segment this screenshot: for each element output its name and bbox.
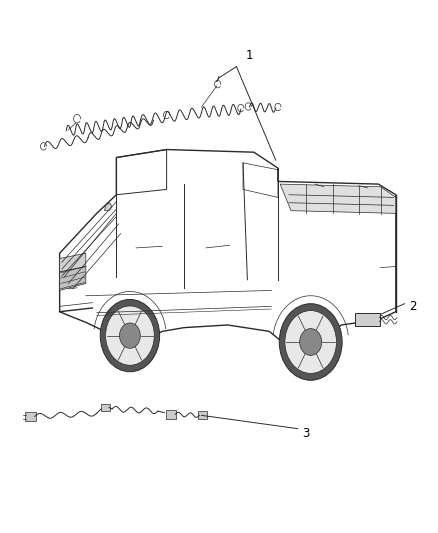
- Text: 3: 3: [302, 427, 309, 440]
- Text: 2: 2: [409, 300, 417, 313]
- Circle shape: [285, 311, 336, 374]
- Polygon shape: [60, 266, 86, 290]
- Circle shape: [100, 300, 159, 372]
- FancyBboxPatch shape: [101, 403, 110, 411]
- Polygon shape: [280, 184, 396, 213]
- FancyBboxPatch shape: [166, 410, 176, 419]
- Circle shape: [300, 328, 321, 356]
- FancyBboxPatch shape: [25, 412, 35, 421]
- Polygon shape: [105, 203, 112, 211]
- Polygon shape: [60, 253, 86, 272]
- Circle shape: [279, 304, 342, 380]
- Text: 1: 1: [245, 49, 253, 62]
- Circle shape: [120, 323, 140, 348]
- Circle shape: [106, 306, 154, 365]
- FancyBboxPatch shape: [198, 411, 207, 419]
- FancyBboxPatch shape: [355, 313, 380, 326]
